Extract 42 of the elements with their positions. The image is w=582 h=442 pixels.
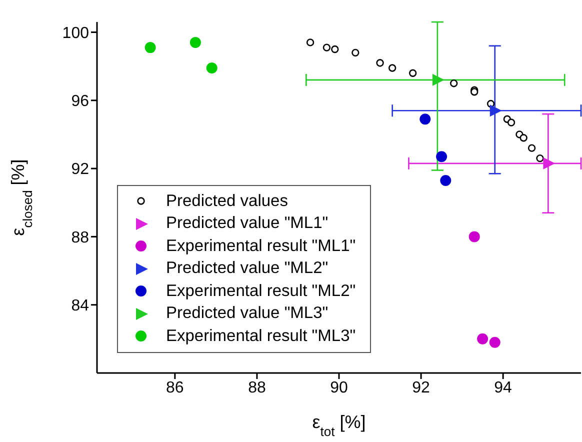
legend-label: Experimental result "ML1" <box>166 236 356 255</box>
y-tick-label: 96 <box>71 93 90 110</box>
legend-label: Predicted value "ML3" <box>166 304 328 322</box>
point <box>468 231 480 242</box>
point <box>420 114 431 125</box>
legend-label: Predicted values <box>166 192 288 210</box>
point <box>306 38 314 46</box>
x-tick-label: 90 <box>330 379 348 396</box>
y-tick-label: 84 <box>71 298 90 315</box>
point <box>322 44 331 52</box>
legend-label: Experimental result "ML3" <box>166 326 356 345</box>
point <box>190 36 201 48</box>
point <box>440 174 452 186</box>
legend-label: Experimental result "ML2" <box>166 282 356 300</box>
point <box>477 333 488 344</box>
point <box>450 79 458 88</box>
point <box>536 154 544 162</box>
y-tick-label: 92 <box>71 161 90 178</box>
legend-label: Predicted value "ML1" <box>166 214 328 232</box>
point <box>489 336 500 348</box>
point <box>144 42 156 54</box>
y-tick-label: 88 <box>71 229 90 246</box>
point <box>507 118 516 126</box>
legend-label: Predicted value "ML2" <box>166 259 328 278</box>
point <box>206 62 218 74</box>
x-tick-label: 88 <box>248 379 266 396</box>
point <box>543 157 556 170</box>
x-axis-title: ε$_{tot}$ [%] <box>312 412 366 438</box>
point <box>376 59 384 67</box>
x-tick-label: 94 <box>494 379 512 396</box>
point <box>388 64 396 72</box>
point <box>331 45 339 54</box>
point <box>352 48 360 57</box>
x-tick-label: 92 <box>412 379 430 396</box>
point <box>436 151 448 162</box>
y-tick-label: 100 <box>62 24 90 42</box>
point <box>528 144 536 152</box>
x-tick-label: 86 <box>166 379 184 396</box>
point <box>520 134 528 142</box>
point <box>432 74 444 86</box>
point <box>408 69 417 77</box>
point <box>490 104 502 117</box>
